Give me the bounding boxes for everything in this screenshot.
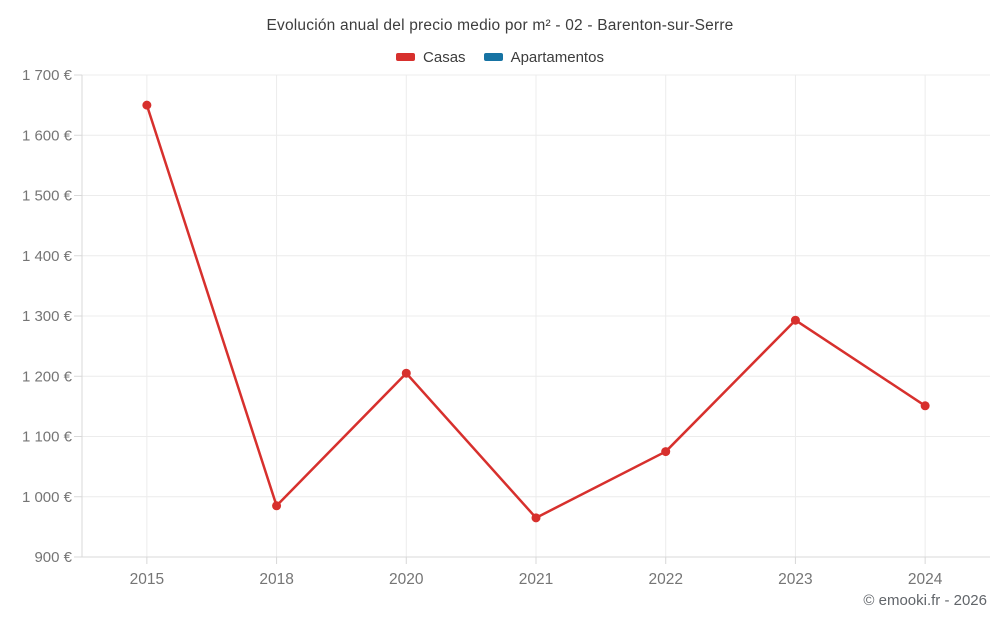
y-axis-label: 1 700 €: [22, 67, 73, 84]
y-axis-label: 1 300 €: [22, 308, 73, 325]
legend-label-casas: Casas: [423, 48, 466, 66]
y-axis-label: 1 000 €: [22, 489, 73, 506]
y-axis-label: 1 400 €: [22, 248, 73, 265]
x-axis-label: 2018: [259, 571, 293, 588]
data-point[interactable]: [661, 447, 671, 457]
data-point[interactable]: [142, 100, 152, 110]
copyright-text: © emooki.fr - 2026: [863, 592, 987, 609]
legend-label-apartamentos: Apartamentos: [510, 48, 604, 66]
data-point[interactable]: [920, 401, 930, 411]
casas-swatch-icon: [396, 53, 416, 61]
x-axis-label: 2024: [908, 571, 943, 588]
data-point[interactable]: [272, 501, 282, 511]
y-axis-label: 1 100 €: [22, 429, 73, 446]
y-axis-label: 1 200 €: [22, 368, 73, 385]
y-axis-label: 900 €: [34, 549, 72, 566]
legend-item-casas[interactable]: Casas: [396, 49, 466, 66]
apartamentos-swatch-icon: [483, 53, 503, 61]
x-axis-label: 2015: [130, 571, 164, 588]
x-axis-label: 2022: [648, 571, 682, 588]
data-point[interactable]: [531, 513, 541, 523]
x-axis-label: 2020: [389, 571, 424, 588]
y-axis-label: 1 600 €: [22, 127, 73, 144]
chart-title: Evolución anual del precio medio por m² …: [266, 17, 734, 34]
legend-item-apartamentos[interactable]: Apartamentos: [483, 48, 604, 66]
x-axis-label: 2023: [778, 571, 812, 588]
y-axis-label: 1 500 €: [22, 188, 73, 205]
data-point[interactable]: [790, 315, 800, 325]
data-point[interactable]: [401, 368, 411, 378]
x-axis-label: 2021: [519, 571, 553, 588]
legend: Casas Apartamentos: [0, 46, 1000, 68]
